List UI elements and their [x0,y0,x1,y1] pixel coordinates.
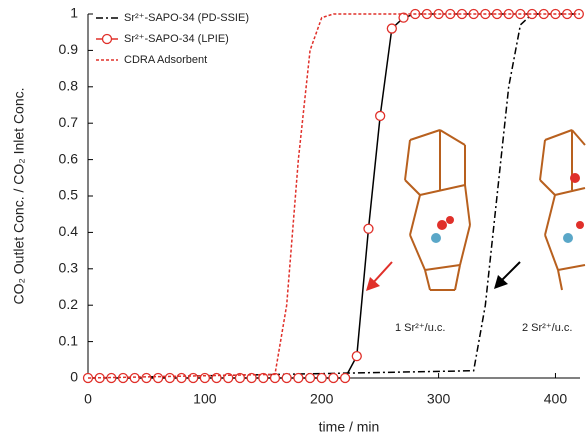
annotation-arrows [366,262,520,291]
legend-label: Sr²⁺-SAPO-34 (PD-SSIE) [124,12,249,24]
x-tick-label: 0 [84,391,92,407]
y-tick-label: 0.3 [59,260,79,276]
legend-marker [103,35,112,44]
data-point [200,374,209,383]
series-line [88,14,579,378]
data-point [364,224,373,233]
y-tick-label: 0.7 [59,114,79,130]
y-tick-label: 0.2 [59,296,79,312]
x-axis-title: time / min [319,419,380,435]
data-point [154,374,163,383]
y-tick-label: 0.8 [59,78,79,94]
legend-label: CDRA Adsorbent [124,54,207,66]
data-point [329,374,338,383]
data-point [282,374,291,383]
data-point [387,24,396,33]
chart: 0 0.1 0.2 0.3 0.4 0.5 0.6 0.7 0.8 0.9 1 0 100 200 300 4… [0,0,587,440]
data-point [177,374,186,383]
y-tick-label: 0.6 [59,150,79,166]
y-axis-title: CO₂ Outlet Conc. / CO₂ Inlet Conc. [11,87,27,304]
data-point [189,374,198,383]
x-tick-label: 100 [193,391,217,407]
y-tick-label: 0.4 [59,223,79,239]
annotation: 1 Sr²⁺/u.c. [395,322,445,334]
data-point [165,374,174,383]
data-point [317,374,326,383]
data-point [142,374,151,383]
data-point [130,374,139,383]
y-tick-label: 0.1 [59,332,79,348]
x-tick-label: 300 [427,391,451,407]
molecule-structure-2 [540,130,585,290]
molecule-structure-1 [405,130,470,290]
y-tick-label: 1 [70,5,78,21]
data-point [341,374,350,383]
series-line [88,14,580,378]
x-tick-label: 400 [544,391,568,407]
y-tick-label: 0 [70,369,78,385]
data-point [376,111,385,120]
data-point [294,374,303,383]
data-point [306,374,315,383]
x-tick-label: 200 [310,391,334,407]
series-line [88,14,580,378]
y-tick-label: 0.5 [59,187,79,203]
annotation: 2 Sr²⁺/u.c. [522,322,572,334]
data-point [352,352,361,361]
legend-label: Sr²⁺-SAPO-34 (LPIE) [124,33,229,45]
y-tick-label: 0.9 [59,41,79,57]
